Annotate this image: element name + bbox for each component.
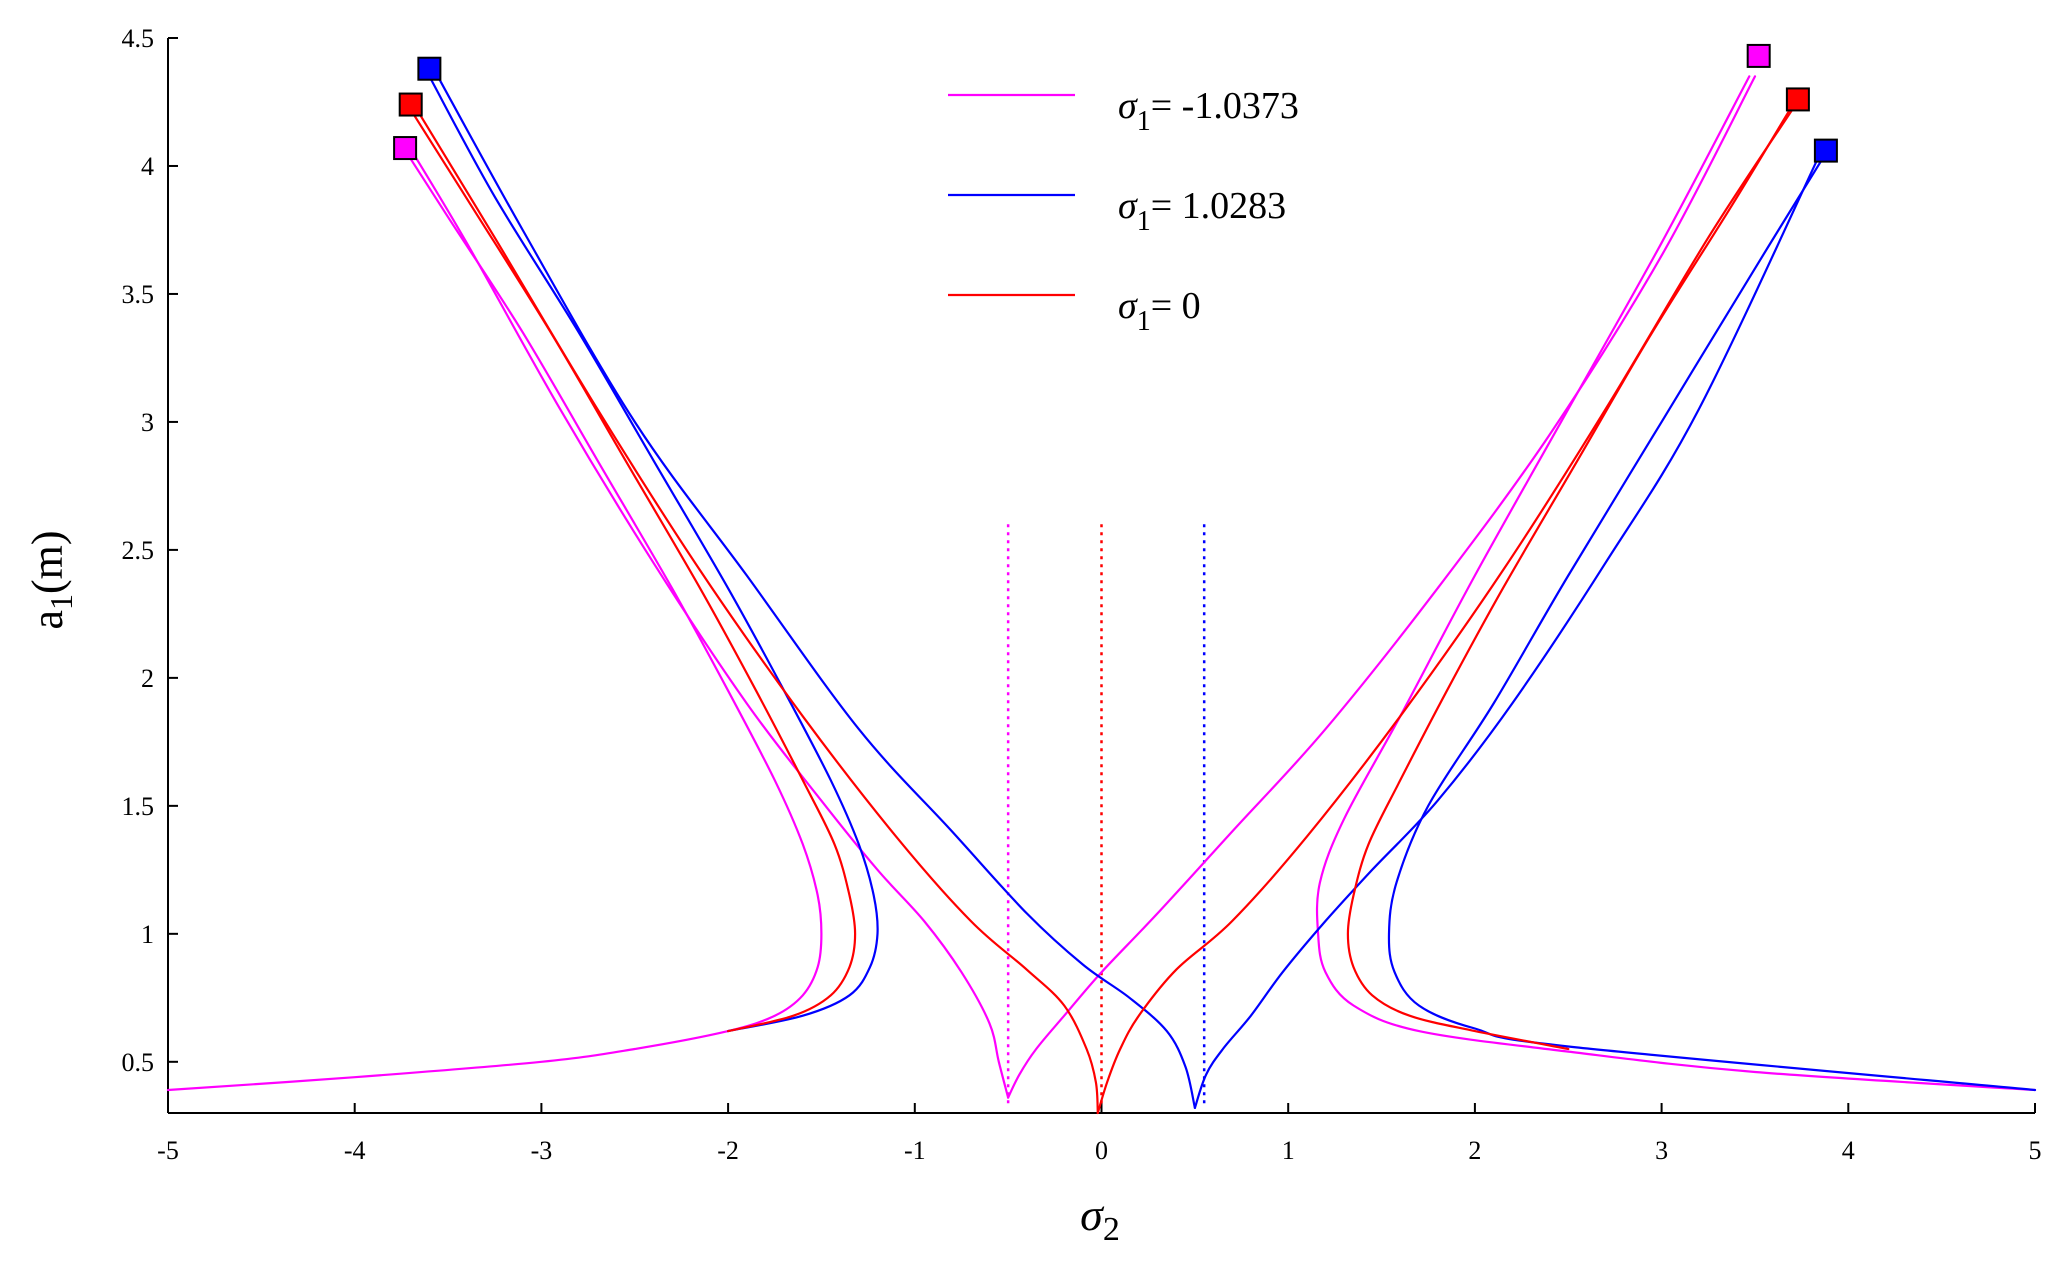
x-tick-label: 1 — [1282, 1136, 1295, 1165]
x-tick-label: -3 — [531, 1136, 553, 1165]
y-tick-label: 2 — [141, 664, 154, 693]
curve-pos-outer-right — [1387, 152, 2037, 1092]
x-tick-label: 4 — [1842, 1136, 1855, 1165]
marker-pos-right — [1813, 138, 1838, 163]
series-zero — [409, 98, 1798, 1115]
x-tick-label: -1 — [904, 1136, 926, 1165]
x-tick-label: -2 — [717, 1136, 739, 1165]
x-axis-title: σ2 — [1080, 1189, 1120, 1248]
y-tick-label: 0.5 — [122, 1048, 155, 1077]
curve-zero-outer-left — [409, 108, 857, 1033]
marker-zero-left — [398, 92, 423, 117]
plot-area — [166, 43, 2037, 1115]
y-tick-label: 1 — [141, 920, 154, 949]
x-axis-subscript: 2 — [1103, 1211, 1120, 1248]
curve-pos-inner-right — [1193, 152, 1822, 1109]
y-axis-title: a1(m) — [23, 530, 79, 629]
curve-neg-outer-right — [1315, 75, 2037, 1092]
marker-neg-right — [1746, 43, 1771, 68]
legend-label-neg: σ1= -1.0373 — [1118, 85, 1299, 137]
curve-neg-outer-left — [166, 152, 823, 1092]
y-axis-subscript: 1 — [43, 594, 79, 610]
x-tick-label: -4 — [344, 1136, 366, 1165]
marker-pos-left — [417, 56, 442, 81]
y-tick-label: 4.5 — [122, 24, 155, 53]
y-tick-label: 3 — [141, 408, 154, 437]
marker-neg-left — [393, 136, 418, 161]
y-tick-label: 2.5 — [122, 536, 155, 565]
curve-neg-inner-left — [405, 141, 1010, 1099]
x-tick-label: 5 — [2029, 1136, 2042, 1165]
y-tick-label: 1.5 — [122, 792, 155, 821]
x-tick-label: 3 — [1655, 1136, 1668, 1165]
legend-label-zero: σ1= 0 — [1118, 285, 1201, 337]
x-tick-label: -5 — [157, 1136, 179, 1165]
x-axis-symbol: σ — [1080, 1189, 1105, 1240]
series-neg — [166, 75, 2037, 1099]
curve-zero-inner-right — [1096, 108, 1794, 1115]
x-tick-label: 2 — [1468, 1136, 1481, 1165]
y-tick-label: 4 — [141, 152, 154, 181]
y-tick-label: 3.5 — [122, 280, 155, 309]
axes: -5 -4 -3 -2 -1 0 1 2 3 4 5 0.5 1 1.5 2 2.5 3 3.5 4 4.5 — [122, 24, 2042, 1165]
curve-zero-inner-left — [409, 98, 1099, 1115]
y-axis-main: a — [23, 610, 72, 630]
legend-label-pos: σ1= 1.0283 — [1118, 185, 1286, 237]
legend: σ1= -1.0373 σ1= 1.0283 σ1= 0 — [948, 85, 1299, 337]
curve-pos-inner-left — [433, 70, 1196, 1109]
marker-zero-right — [1785, 87, 1810, 112]
curve-zero-outer-right — [1346, 98, 1798, 1051]
curve-neg-inner-right — [1007, 75, 1757, 1099]
y-axis-suffix: (m) — [23, 530, 72, 594]
curve-pos-outer-left — [428, 75, 879, 1033]
x-tick-label: 0 — [1095, 1136, 1108, 1165]
